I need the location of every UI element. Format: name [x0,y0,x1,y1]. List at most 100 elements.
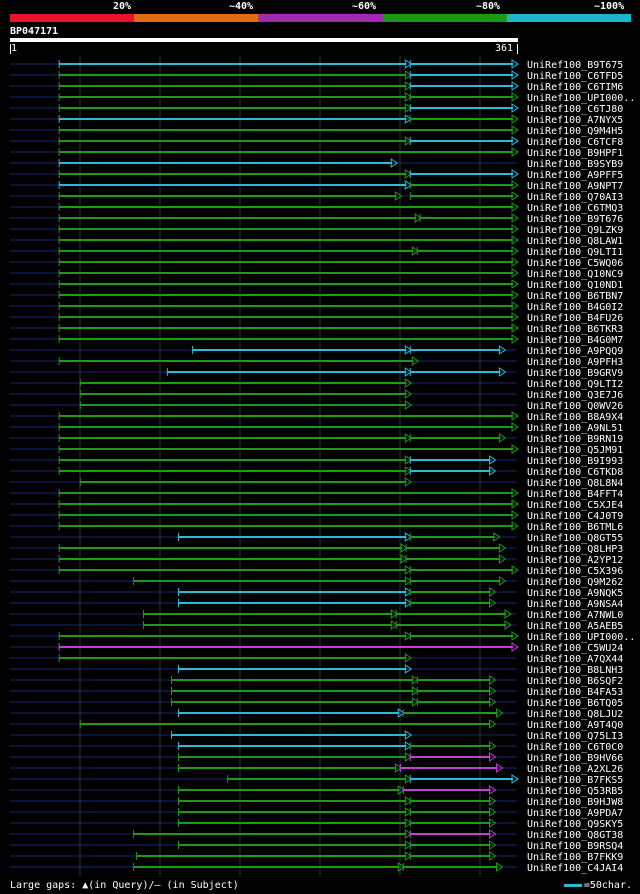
hit-segment-arrow [404,103,413,113]
hit-segment-arrow [489,785,497,795]
hit-segment-arrow [404,455,413,465]
hit-label: UniRef100_Q3E7J6 [527,390,623,401]
hit-label: UniRef100_C6TCF8 [527,137,623,148]
hit-segment-arrow [404,598,413,608]
query-bar [10,38,518,42]
legend-label-40: ~40% [229,1,254,12]
hit-segment-arrow [489,818,497,828]
hit-label: UniRef100_A7NWL0 [527,610,623,621]
hit-label: UniRef100_Q75LI3 [527,731,623,742]
hit-segment-arrow [404,136,413,146]
hit-segment-arrow [489,840,497,850]
hit-label: UniRef100_B6SQF2 [527,676,623,687]
hit-label: UniRef100_C6TMQ3 [527,203,623,214]
hit-segment-arrow [511,92,519,102]
hit-segment-arrow [511,257,519,267]
hit-label: UniRef100_B9RSQ4 [527,841,623,852]
hit-label: UniRef100_B9HV66 [527,753,623,764]
hit-segment-arrow [511,147,519,157]
hit-segment-arrow [404,807,413,817]
hit-segment-arrow [489,466,497,476]
hit-segment-arrow [498,345,507,355]
hit-segment-arrow [414,213,422,223]
hit-segment-arrow [411,675,420,685]
hit-segment-arrow [511,323,519,333]
hit-label: UniRef100_A9T4Q0 [527,720,623,731]
hit-label: UniRef100_C6TFD5 [527,71,623,82]
hit-segment-arrow [489,807,497,817]
hit-segment-arrow [511,70,519,80]
legend-label-20: 20% [113,1,132,12]
hit-segment-arrow [511,125,519,135]
hit-segment-arrow [511,411,519,421]
hit-label: UniRef100_A9PFH3 [527,357,623,368]
hit-segment-arrow [404,653,413,663]
legend-segment-1 [10,14,135,22]
hit-label: UniRef100_A9NL51 [527,423,623,434]
hit-label: UniRef100_C6T0C0 [527,742,623,753]
hit-segment-arrow [404,587,413,597]
hit-label: UniRef100_B4G0I2 [527,302,623,313]
hit-segment-arrow [489,455,497,465]
hit-segment-arrow [404,389,413,399]
hit-segment-arrow [511,444,519,454]
hit-label: UniRef100_Q9LTI2 [527,379,623,390]
hit-label: UniRef100_A9NSA4 [527,599,623,610]
hit-label: UniRef100_B9SYB9 [527,159,623,170]
hit-label: UniRef100_A7QX44 [527,654,623,665]
hit-segment-arrow [400,543,408,553]
hit-segment-arrow [511,114,519,124]
hit-label: UniRef100_Q70AI3 [527,192,623,203]
hit-segment-arrow [511,422,519,432]
hit-segment-arrow [404,840,413,850]
hit-segment-arrow [404,796,413,806]
hit-segment-arrow [404,466,413,476]
hit-label: UniRef100_Q53RB5 [527,786,623,797]
hit-label: UniRef100_A2XL26 [527,764,623,775]
hit-segment-arrow [404,378,413,388]
hit-label: UniRef100_C6TJ80 [527,104,623,115]
hit-segment-arrow [489,587,497,597]
hit-segment-arrow [511,59,519,69]
hit-label: UniRef100_B6TKR3 [527,324,623,335]
hit-segment-arrow [489,851,497,861]
hit-segment-arrow [489,741,497,751]
hit-segment-arrow [404,400,413,410]
hit-label: UniRef100_UPI000.. [527,93,635,104]
hit-label: UniRef100_B6TBN7 [527,291,623,302]
hit-segment-arrow [390,620,399,630]
hit-segment-arrow [404,367,413,377]
hit-segment-arrow [404,81,413,91]
hit-label: UniRef100_B9HPF1 [527,148,623,159]
hit-segment-arrow [404,752,413,762]
hit-label: UniRef100_A5AEB5 [527,621,623,632]
hit-segment-arrow [404,631,413,641]
hit-segment-arrow [511,235,519,245]
hit-segment-arrow [511,510,519,520]
hit-segment-arrow [411,356,420,366]
hit-label: UniRef100_B9GRV9 [527,368,623,379]
hit-label: UniRef100_B9HJW8 [527,797,623,808]
hit-label: UniRef100_A9NPT7 [527,181,623,192]
hit-label: UniRef100_Q8LJU2 [527,709,623,720]
hit-label: UniRef100_A9PDA7 [527,808,623,819]
hit-segment-arrow [511,136,519,146]
hit-segment-arrow [511,246,519,256]
scale-swatch [563,883,582,887]
hit-segment-arrow [404,829,413,839]
hit-segment-arrow [496,763,504,773]
hit-segment-arrow [404,818,413,828]
hit-segment-arrow [489,697,497,707]
hit-segment-arrow [411,697,420,707]
hit-label: UniRef100_Q10NC9 [527,269,623,280]
hit-segment-arrow [511,169,519,179]
hit-segment-arrow [489,598,497,608]
hit-segment-arrow [404,114,413,124]
hit-label: UniRef100_B7FKS5 [527,775,623,786]
hit-label: UniRef100_B6TQ05 [527,698,623,709]
hit-label: UniRef100_C5WQ06 [527,258,623,269]
hit-segment-arrow [404,730,413,740]
hit-label: UniRef100_C5XJE4 [527,500,623,511]
hit-label: UniRef100_B8A9X4 [527,412,623,423]
hit-label: UniRef100_UPI000.. [527,632,635,643]
